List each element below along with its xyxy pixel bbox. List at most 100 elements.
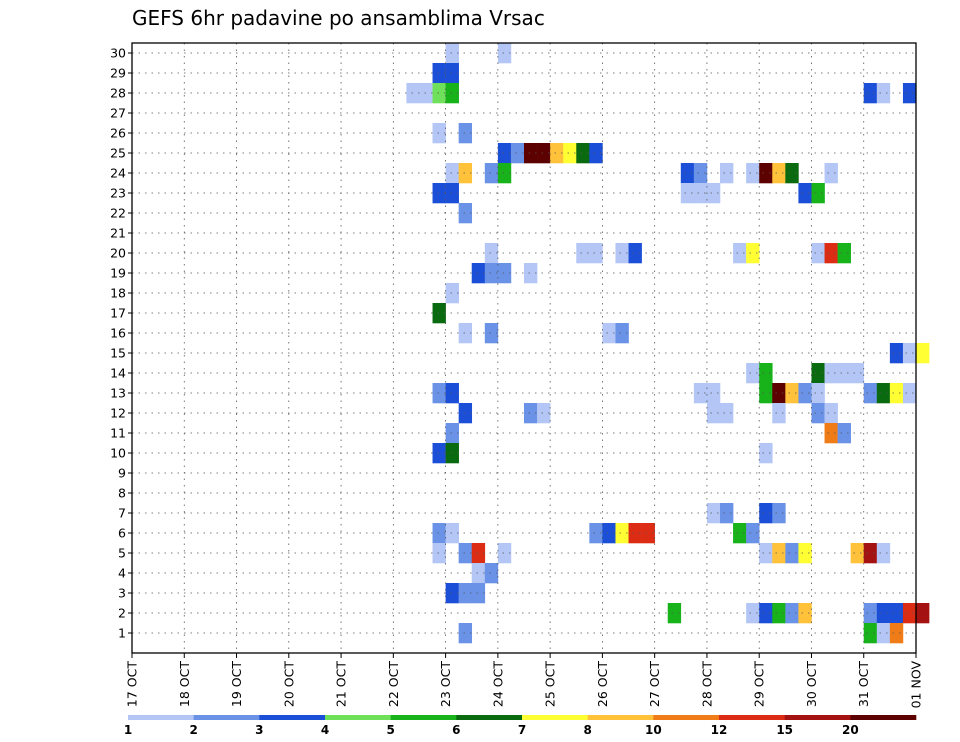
data-cell: [445, 163, 459, 184]
data-cell: [863, 83, 878, 104]
data-cell: [432, 303, 446, 324]
y-tick-label: 1: [118, 626, 126, 641]
legend-label: 7: [518, 723, 526, 737]
data-cell: [785, 163, 799, 184]
legend-label: 5: [386, 723, 394, 737]
data-cell: [432, 123, 446, 144]
data-cell: [746, 363, 760, 384]
data-cell: [733, 523, 747, 544]
data-cell: [720, 163, 734, 184]
data-cell: [863, 383, 878, 404]
data-cell: [458, 623, 473, 644]
data-cell: [798, 603, 812, 624]
data-cell: [615, 323, 629, 344]
data-cell: [876, 543, 891, 564]
data-cell: [497, 143, 512, 164]
data-cell: [484, 163, 499, 184]
legend-label: 10: [645, 723, 662, 737]
data-cell: [484, 563, 499, 584]
x-tick-label: 18 OCT: [177, 661, 192, 707]
data-cell: [785, 383, 799, 404]
y-tick-label: 13: [110, 386, 126, 401]
data-cell: [445, 183, 459, 204]
data-cell: [484, 263, 499, 284]
legend-label: 12: [711, 723, 728, 737]
data-cell: [902, 603, 917, 624]
data-cell: [524, 143, 538, 164]
data-cell: [445, 283, 459, 304]
data-cell: [824, 403, 838, 424]
y-tick-label: 12: [110, 406, 126, 421]
x-tick-label: 19 OCT: [229, 661, 244, 707]
data-cell: [576, 243, 590, 264]
data-cell: [785, 603, 799, 624]
x-tick-label: 24 OCT: [490, 661, 505, 707]
data-cell: [445, 583, 459, 604]
y-tick-label: 29: [110, 66, 126, 81]
y-tick-label: 4: [118, 566, 126, 581]
x-tick-label: 31 OCT: [856, 661, 871, 707]
data-cell: [772, 603, 786, 624]
x-tick-label: 01 NOV: [909, 661, 924, 709]
data-cell: [641, 523, 655, 544]
y-tick-label: 20: [110, 246, 126, 261]
data-cell: [615, 523, 629, 544]
data-cell: [706, 503, 721, 524]
data-cell: [811, 363, 825, 384]
data-cell: [798, 183, 812, 204]
data-cell: [706, 403, 721, 424]
data-cell: [759, 363, 773, 384]
data-cell: [785, 543, 799, 564]
legend-swatch: [784, 715, 851, 720]
y-tick-label: 30: [110, 46, 126, 61]
legend-swatch: [325, 715, 391, 720]
data-cell: [602, 323, 616, 344]
data-cell: [432, 183, 446, 204]
x-tick-label: 27 OCT: [647, 661, 662, 707]
y-tick-label: 15: [110, 346, 126, 361]
data-cell: [458, 403, 473, 424]
x-tick-label: 17 OCT: [125, 661, 140, 707]
data-cell: [876, 383, 891, 404]
data-cell: [680, 183, 695, 204]
legend-label: 20: [842, 723, 859, 737]
legend-swatch: [259, 715, 326, 720]
data-cell: [863, 603, 878, 624]
grid-lines: [132, 43, 916, 653]
data-cell: [706, 183, 721, 204]
x-tick-label: 26 OCT: [595, 661, 610, 707]
data-cell: [497, 543, 512, 564]
y-tick-label: 14: [110, 366, 126, 381]
data-cell: [445, 63, 459, 84]
data-cell: [811, 243, 825, 264]
data-cell: [406, 83, 420, 104]
data-cell: [628, 523, 642, 544]
data-cell: [615, 243, 629, 264]
y-tick-label: 16: [110, 326, 126, 341]
data-cell: [746, 163, 760, 184]
data-cell: [693, 163, 708, 184]
data-cell: [432, 523, 446, 544]
y-tick-label: 23: [110, 186, 126, 201]
data-cell: [889, 383, 904, 404]
legend-swatch: [390, 715, 457, 720]
data-cell: [876, 83, 891, 104]
data-cell: [863, 543, 878, 564]
x-tick-label: 23 OCT: [438, 661, 453, 707]
data-cell: [497, 43, 512, 64]
y-tick-label: 7: [118, 506, 126, 521]
data-cell: [720, 503, 734, 524]
data-cell: [471, 263, 486, 284]
data-cell: [876, 603, 891, 624]
data-cell: [510, 143, 525, 164]
data-cell: [537, 143, 551, 164]
data-cell: [824, 243, 838, 264]
y-tick-label: 21: [110, 226, 126, 241]
data-cell: [445, 523, 459, 544]
x-tick-label: 28 OCT: [699, 661, 714, 707]
data-cell: [680, 163, 695, 184]
x-tick-label: 30 OCT: [804, 661, 819, 707]
data-cell: [471, 583, 486, 604]
data-cell: [445, 383, 459, 404]
legend-swatch: [193, 715, 260, 720]
